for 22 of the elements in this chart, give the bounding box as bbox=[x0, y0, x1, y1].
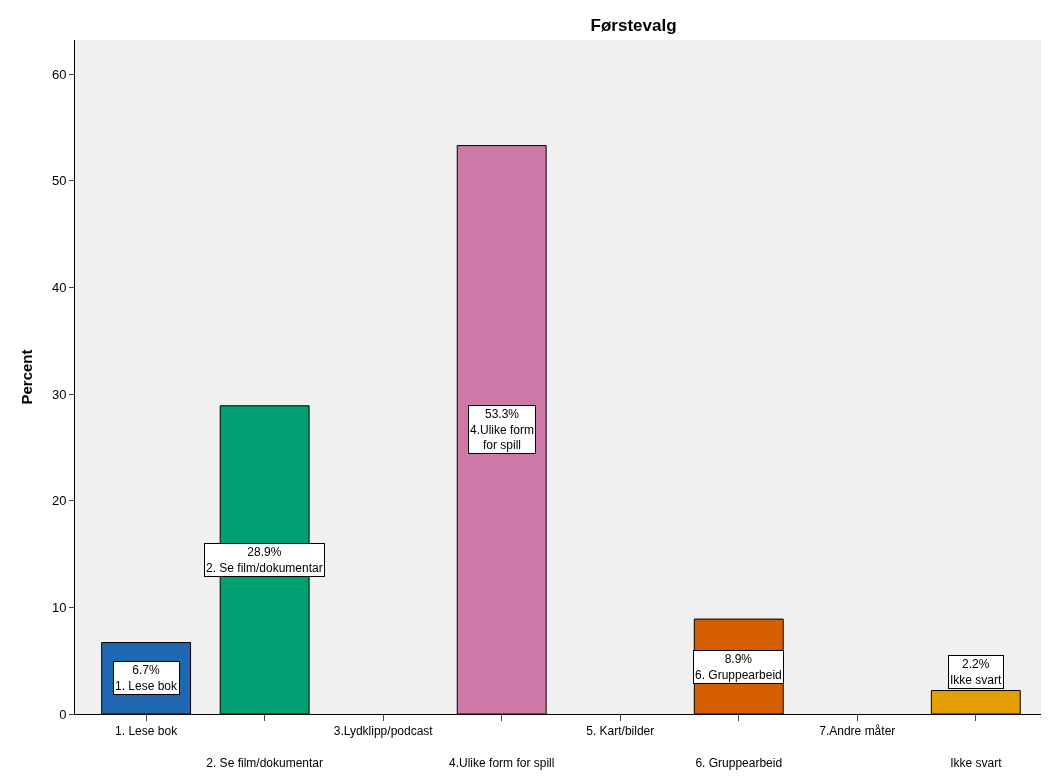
chart-title: Førstevalg bbox=[590, 16, 677, 36]
y-tick-label: 0 bbox=[59, 706, 67, 722]
x-tick-label: 2. Se film/dokumentar bbox=[206, 755, 323, 770]
y-tick-label: 60 bbox=[51, 66, 67, 82]
data-label: 8.9% 6. Gruppearbeid bbox=[695, 652, 782, 682]
x-tick-label: 6. Gruppearbeid bbox=[695, 755, 783, 770]
y-tick-label: 40 bbox=[51, 279, 67, 295]
x-tick-label: Ikke svart bbox=[950, 755, 1003, 770]
y-tick-label: 10 bbox=[51, 599, 67, 615]
y-tick-label: 30 bbox=[51, 386, 67, 402]
data-label: 53.3% 4.Ulike form for spill bbox=[470, 407, 535, 453]
x-tick-label: 3.Lydklipp/podcast bbox=[333, 724, 434, 739]
x-tick-label: 1. Lese bok bbox=[115, 724, 179, 739]
x-tick-label: 5. Kart/bilder bbox=[586, 724, 655, 739]
y-axis-title: Percent bbox=[18, 349, 36, 405]
data-label: 2.2% Ikke svart bbox=[950, 657, 1003, 687]
data-label: 6.7% 1. Lese bok bbox=[115, 663, 179, 693]
x-tick-label: 7.Andre måter bbox=[819, 724, 896, 739]
y-tick-label: 50 bbox=[51, 173, 67, 189]
y-tick-label: 20 bbox=[51, 493, 67, 509]
x-tick-label: 4.Ulike form for spill bbox=[449, 755, 555, 770]
data-label: 28.9% 2. Se film/dokumentar bbox=[206, 545, 323, 575]
